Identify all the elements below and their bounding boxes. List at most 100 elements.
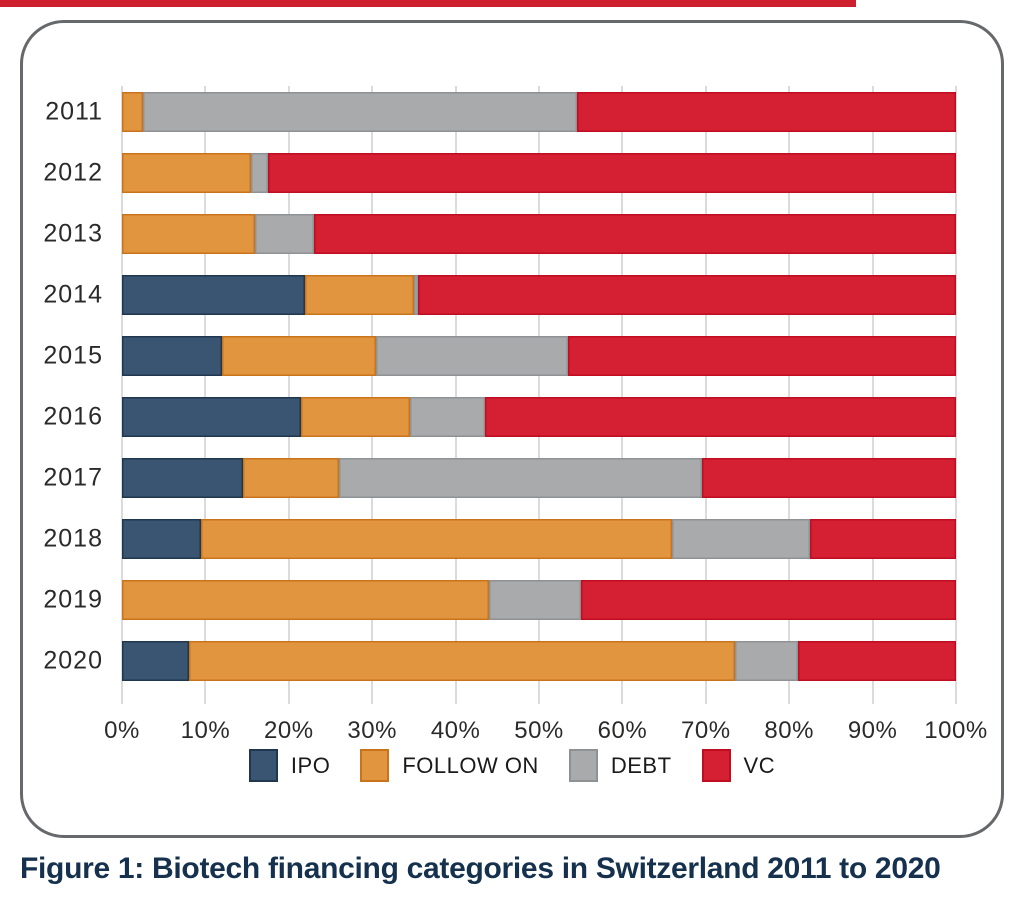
legend-item-ipo: IPO — [248, 749, 331, 782]
x-tick-label-30%: 30% — [347, 717, 397, 744]
bar-row-2014: 2014 — [43, 275, 956, 315]
bar-segment-debt — [255, 214, 314, 254]
x-tick-label-40%: 40% — [430, 717, 481, 744]
bar-segment-debt — [142, 92, 577, 132]
bar-segment-vc — [576, 92, 956, 132]
x-tick-label-60%: 60% — [597, 717, 648, 744]
bar-segment-ipo — [122, 641, 189, 681]
bar-row-2013: 2013 — [43, 214, 956, 254]
y-label-2012: 2012 — [43, 158, 103, 187]
bar-segment-debt — [338, 458, 702, 498]
x-tick-label-0%: 0% — [104, 717, 140, 744]
x-tick-label-10%: 10% — [180, 717, 231, 744]
gridline-70% — [704, 86, 707, 704]
bar-segment-debt — [413, 275, 419, 315]
figure-caption: Figure 1: Biotech financing categories i… — [20, 852, 941, 885]
y-label-2013: 2013 — [43, 219, 103, 248]
bar-row-2015: 2015 — [43, 336, 956, 376]
bar-rows: 2011 2012 2013 2014 2015 2016 2017 2018 2019 2020 — [43, 92, 956, 681]
x-axis: 0% 10% 20% 30% 40% 50% 60% 70% 80% 90% 100% — [104, 717, 987, 747]
legend-swatch-follow-on — [360, 749, 390, 782]
gridline-10% — [204, 86, 207, 704]
bar-track — [122, 458, 956, 498]
y-label-2019: 2019 — [43, 585, 103, 614]
bar-segment-follow-on — [188, 641, 735, 681]
bar-row-2017: 2017 — [43, 458, 956, 498]
gridline-30% — [371, 86, 374, 704]
bar-segment-vc — [810, 519, 956, 559]
bar-segment-debt — [251, 153, 268, 193]
bar-segment-vc — [797, 641, 956, 681]
legend: IPO FOLLOW ON DEBT VC — [23, 749, 1001, 782]
bar-row-2016: 2016 — [43, 397, 956, 437]
legend-item-debt: DEBT — [568, 749, 672, 782]
legend-item-follow-on: FOLLOW ON — [360, 749, 539, 782]
bar-segment-follow-on — [301, 397, 410, 437]
bar-segment-follow-on — [122, 153, 252, 193]
x-tick-label-20%: 20% — [264, 717, 314, 744]
x-tick-label-70%: 70% — [681, 717, 731, 744]
bar-segment-debt — [734, 641, 798, 681]
bar-segment-ipo — [122, 336, 223, 376]
y-label-2017: 2017 — [43, 463, 103, 492]
legend-label: VC — [743, 752, 776, 778]
gridline-0% — [121, 86, 123, 704]
x-tick-label-90%: 90% — [847, 717, 898, 744]
bar-segment-debt — [376, 336, 569, 376]
bar-segment-follow-on — [122, 92, 143, 132]
legend-item-vc: VC — [701, 749, 776, 782]
y-label-2016: 2016 — [43, 402, 103, 431]
x-tick-label-100%: 100% — [924, 717, 988, 744]
y-label-2020: 2020 — [43, 646, 103, 675]
bar-segment-vc — [418, 275, 956, 315]
bar-segment-ipo — [122, 275, 306, 315]
gridline-60% — [621, 86, 624, 704]
y-label-2018: 2018 — [43, 524, 103, 553]
bar-segment-debt — [672, 519, 811, 559]
gridline-50% — [538, 86, 540, 704]
gridline-40% — [454, 86, 457, 704]
bar-segment-follow-on — [201, 519, 673, 559]
bar-row-2012: 2012 — [43, 153, 956, 193]
bar-segment-ipo — [122, 519, 202, 559]
bar-track — [122, 641, 956, 681]
legend-swatch-debt — [568, 749, 598, 782]
y-label-2011: 2011 — [45, 97, 103, 126]
bar-track — [122, 519, 956, 559]
bar-segment-follow-on — [122, 580, 489, 620]
bar-track — [122, 336, 956, 376]
bar-segment-vc — [568, 336, 956, 376]
bar-segment-follow-on — [242, 458, 339, 498]
legend-label: FOLLOW ON — [402, 752, 539, 778]
bar-segment-ipo — [122, 458, 243, 498]
bar-track — [122, 214, 956, 254]
bar-row-2019: 2019 — [43, 580, 956, 620]
legend-label: DEBT — [610, 752, 672, 778]
bar-segment-follow-on — [122, 214, 256, 254]
bar-row-2020: 2020 — [43, 641, 956, 681]
bar-track — [122, 397, 956, 437]
bar-segment-debt — [409, 397, 485, 437]
bar-row-2011: 2011 — [45, 92, 956, 132]
y-label-2015: 2015 — [43, 341, 103, 370]
gridline-80% — [788, 86, 791, 704]
bar-segment-vc — [484, 397, 956, 437]
y-label-2014: 2014 — [43, 280, 103, 309]
gridline-20% — [287, 86, 290, 704]
x-tick-label-50%: 50% — [514, 717, 564, 744]
gridline-90% — [871, 86, 874, 704]
gridlines — [121, 86, 957, 704]
bar-segment-debt — [488, 580, 581, 620]
bar-segment-vc — [313, 214, 956, 254]
top-red-strip — [0, 0, 856, 7]
gridline-100% — [955, 86, 957, 704]
bar-segment-vc — [267, 153, 956, 193]
legend-swatch-vc — [701, 749, 731, 782]
chart-card: 2011 2012 2013 2014 2015 2016 2017 2018 2019 2020… — [20, 20, 1004, 838]
legend-label: IPO — [290, 752, 331, 778]
bar-track — [122, 92, 956, 132]
bar-segment-vc — [701, 458, 956, 498]
legend-swatch-ipo — [248, 749, 278, 782]
bar-segment-ipo — [122, 397, 302, 437]
bar-row-2018: 2018 — [43, 519, 956, 559]
